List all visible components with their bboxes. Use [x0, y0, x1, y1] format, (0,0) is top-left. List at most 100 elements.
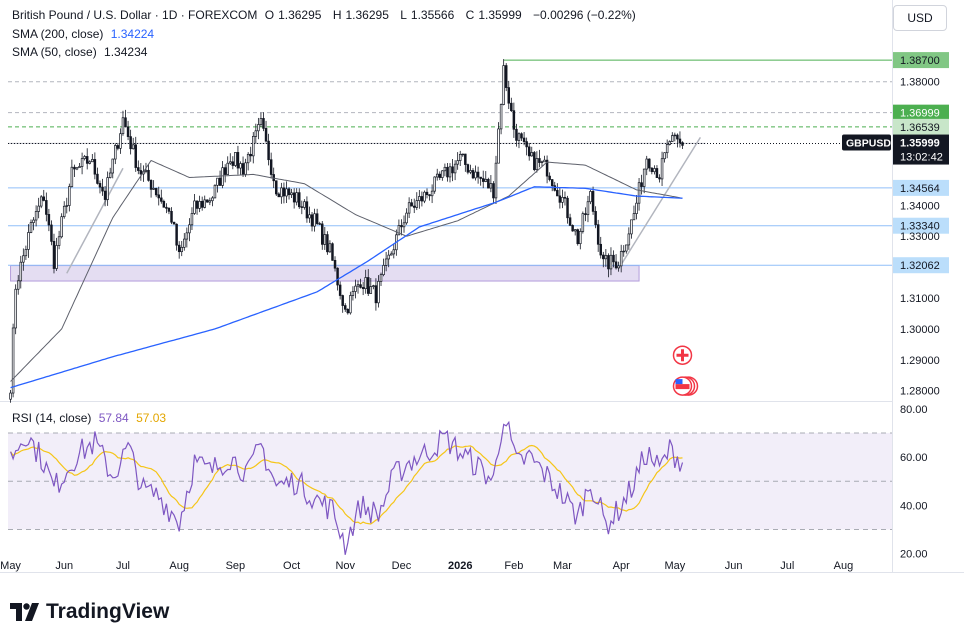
- candle: [548, 172, 551, 182]
- candle-body: [154, 188, 158, 196]
- candle: [70, 159, 74, 188]
- candle: [321, 221, 324, 250]
- candle-body: [144, 169, 148, 172]
- candle-body: [405, 212, 408, 224]
- support-zone: [10, 265, 640, 282]
- sma200-legend[interactable]: SMA (200, close) 1.34224: [12, 27, 158, 41]
- candle-body: [602, 254, 605, 260]
- price-tick: 1.32062: [893, 257, 949, 274]
- candle: [510, 97, 513, 113]
- candle: [175, 223, 178, 251]
- candle-body: [476, 171, 480, 178]
- candle-body: [328, 243, 332, 253]
- candle-body: [423, 191, 426, 202]
- price-tick-label: 1.30000: [900, 324, 940, 336]
- candle-body: [121, 117, 125, 135]
- candle-body: [208, 200, 212, 203]
- price-tick-bg: [893, 52, 949, 69]
- candle-body: [11, 327, 15, 394]
- candle-body: [19, 261, 23, 282]
- rsi-legend[interactable]: RSI (14, close) 57.84 57.03: [12, 411, 170, 425]
- candle-body: [106, 177, 109, 200]
- candle: [522, 132, 526, 146]
- last-price-label: 1.35999: [900, 138, 940, 150]
- candle: [607, 253, 610, 278]
- candle-body: [596, 224, 600, 245]
- candle: [157, 186, 160, 206]
- candle: [579, 228, 582, 250]
- candle: [27, 224, 30, 258]
- candle: [37, 197, 40, 219]
- candle-body: [22, 255, 25, 263]
- candle: [609, 247, 613, 276]
- sma50-legend[interactable]: SMA (50, close) 1.34234: [12, 45, 151, 59]
- candle: [252, 132, 255, 164]
- price-tick: 1.33000: [900, 231, 940, 243]
- candle-body: [678, 138, 682, 143]
- candle-body: [540, 161, 544, 163]
- candle: [571, 224, 574, 232]
- time-tick-label: Oct: [283, 560, 300, 572]
- candle-body: [617, 265, 620, 269]
- candle: [24, 245, 28, 260]
- candle: [206, 199, 209, 203]
- candle: [73, 164, 76, 177]
- candle-body: [364, 277, 367, 290]
- candle-body: [369, 286, 373, 294]
- candle: [338, 281, 342, 300]
- candle: [246, 152, 250, 171]
- candle-body: [607, 255, 610, 270]
- rsi-ma-line: [10, 444, 683, 525]
- candle-body: [244, 162, 247, 175]
- candle: [492, 181, 495, 203]
- candle-body: [412, 205, 416, 208]
- sma50-label: SMA (50, close): [12, 45, 97, 59]
- candle: [9, 390, 12, 403]
- candle-body: [533, 152, 536, 171]
- candle-body: [267, 140, 270, 161]
- price-tick-label: 1.33000: [900, 231, 940, 243]
- price-tick: 1.38000: [900, 77, 940, 89]
- candle: [198, 195, 201, 213]
- candle-body: [185, 232, 189, 240]
- candle-body: [180, 246, 183, 253]
- sma50-line: [10, 159, 683, 382]
- candle: [213, 184, 217, 199]
- candle-body: [326, 234, 329, 253]
- candle: [267, 133, 270, 166]
- candle: [359, 278, 362, 289]
- candle: [98, 180, 102, 194]
- rsi-tick-label: 60.00: [900, 452, 928, 464]
- candle: [16, 275, 20, 295]
- candle: [244, 158, 247, 177]
- candle: [333, 256, 337, 272]
- candle: [195, 200, 199, 215]
- brand-name: TradingView: [46, 600, 170, 623]
- candle: [602, 251, 605, 268]
- candle-body: [344, 305, 347, 310]
- candle: [185, 227, 189, 248]
- candle: [147, 164, 150, 182]
- candle-body: [563, 197, 567, 199]
- candle-body: [438, 173, 442, 178]
- candle-body: [456, 160, 459, 165]
- candle-body: [190, 213, 194, 226]
- candle: [584, 207, 587, 222]
- candle-body: [604, 255, 608, 260]
- candle: [65, 197, 69, 214]
- candle-body: [558, 195, 562, 203]
- candle: [188, 218, 191, 242]
- candle: [418, 190, 421, 209]
- candle: [193, 193, 196, 215]
- candle: [124, 109, 127, 128]
- tradingview-logo[interactable]: TradingView: [10, 600, 169, 624]
- candle: [660, 151, 664, 187]
- currency-button[interactable]: USD: [893, 5, 947, 31]
- candle: [160, 189, 163, 204]
- candle-body: [594, 211, 597, 226]
- price-tick-label: 1.36999: [900, 108, 940, 120]
- candle: [504, 63, 508, 92]
- candle: [681, 141, 684, 150]
- candle-body: [584, 213, 587, 216]
